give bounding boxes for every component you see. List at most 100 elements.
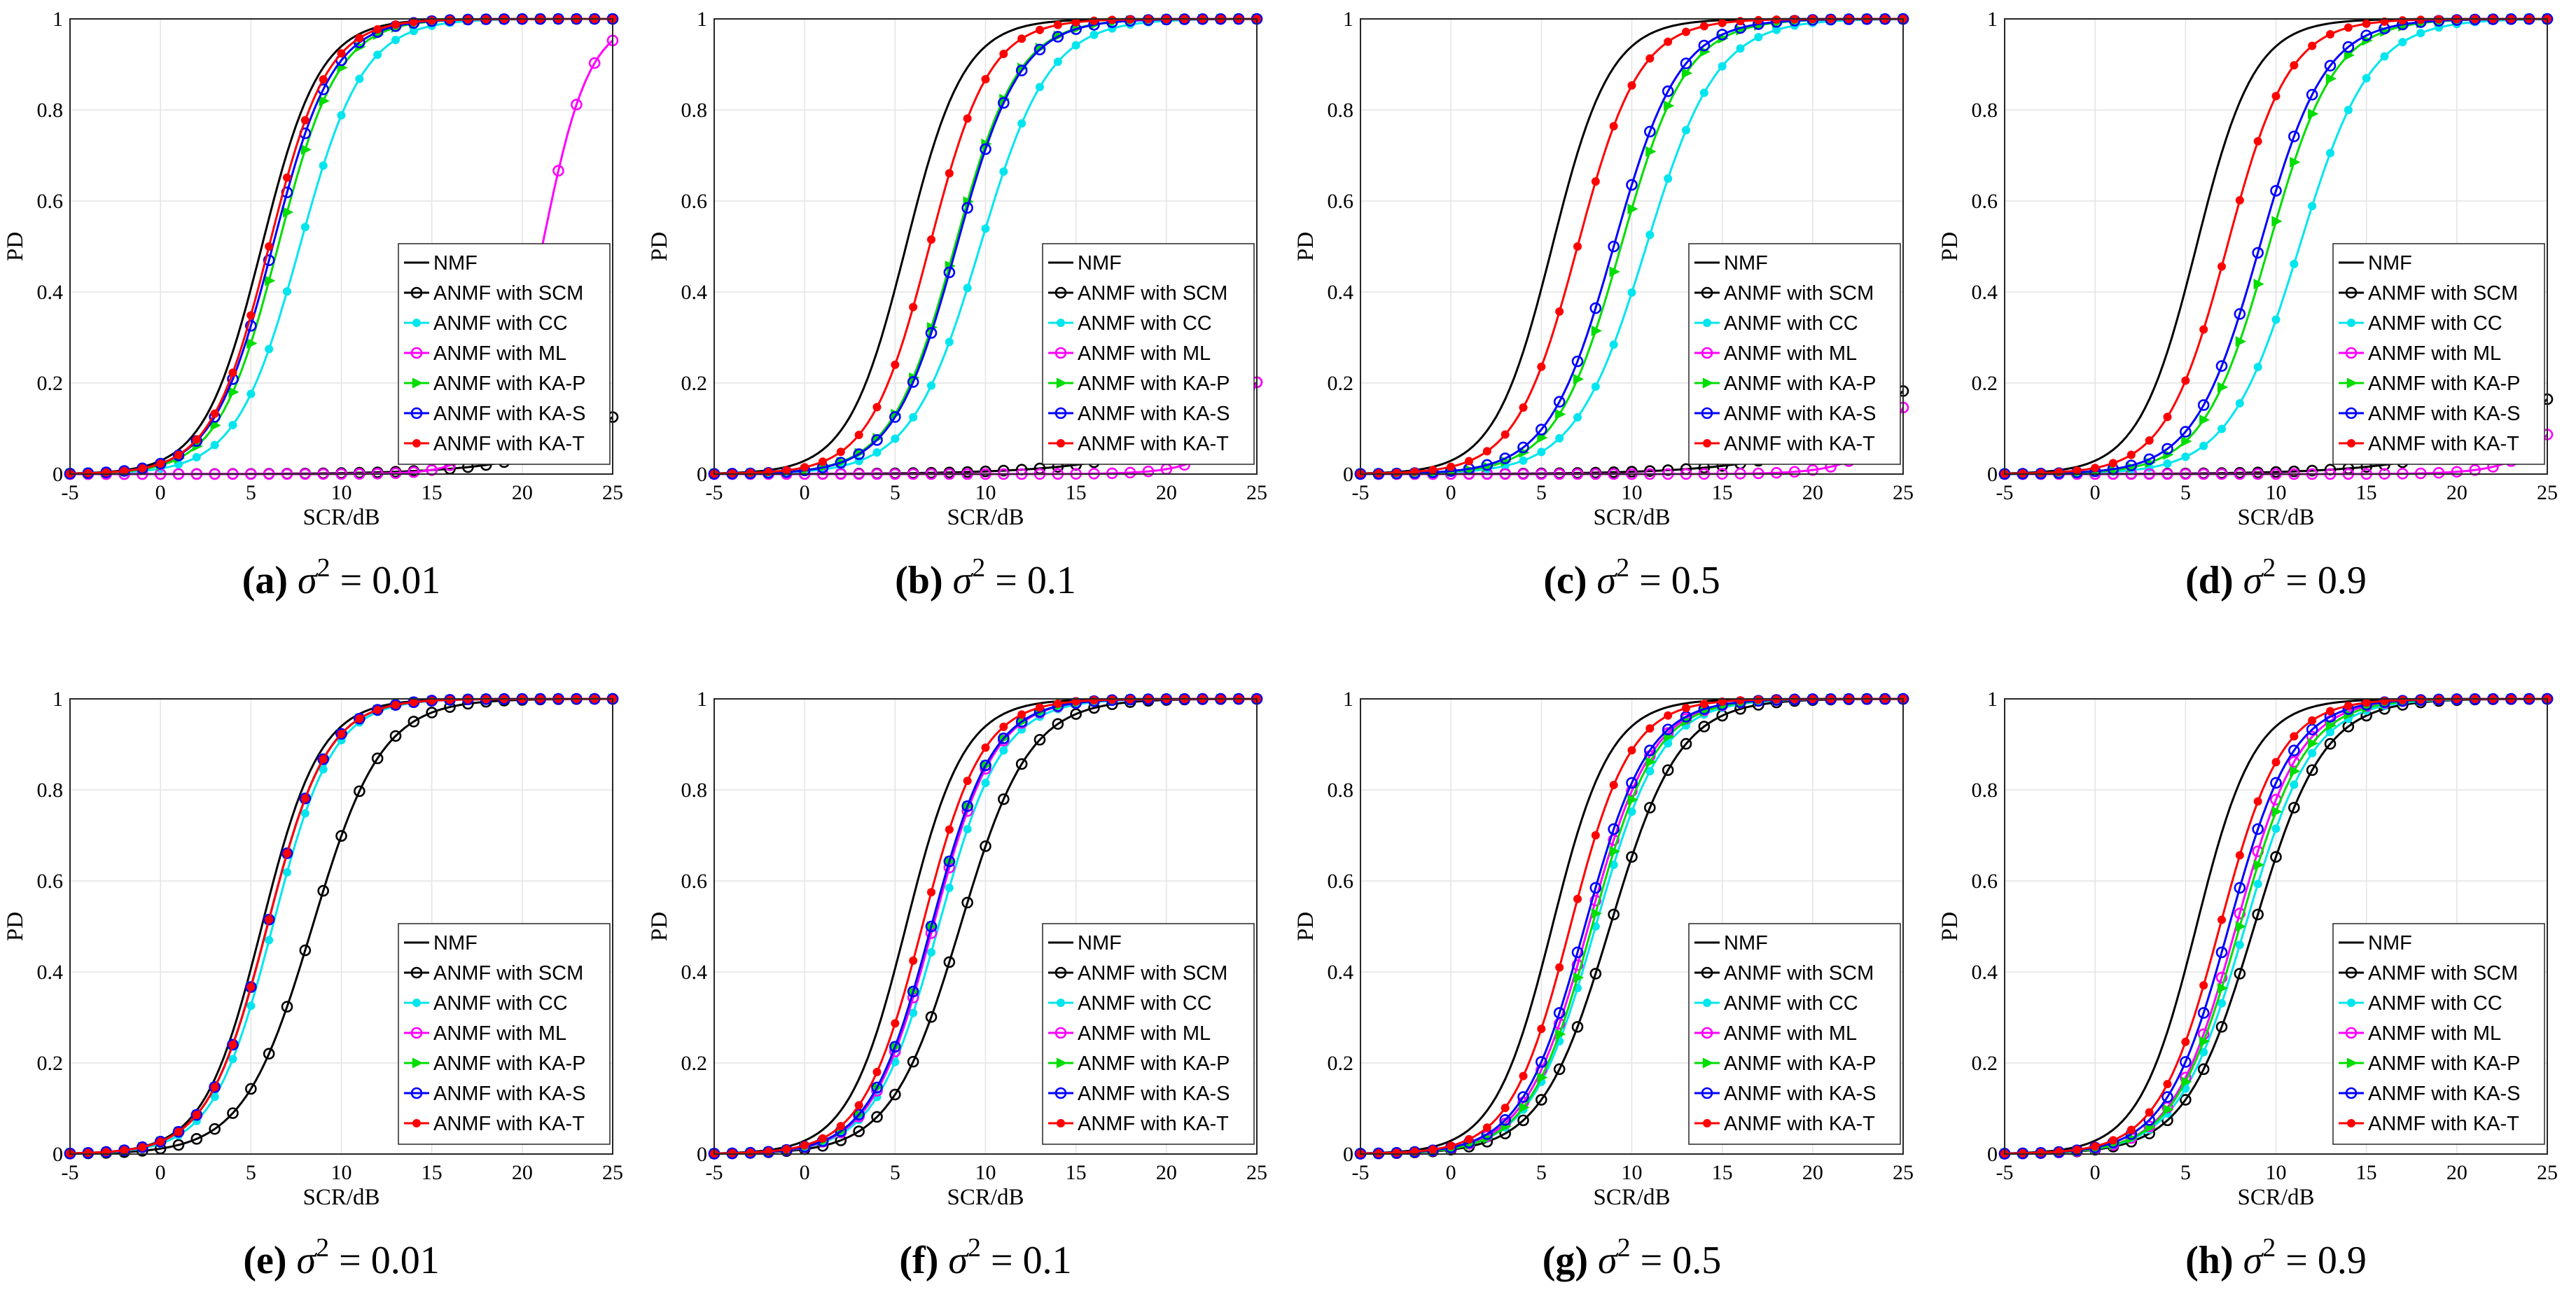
data-point (2416, 15, 2425, 25)
axes-box (1360, 698, 1904, 1155)
data-point (2235, 921, 2246, 932)
data-point (1519, 1102, 1530, 1113)
data-point (871, 434, 883, 446)
legend-box (1042, 243, 1255, 465)
chart-panel-e: -5 0 5 10 15 20 2500.20.40.60.81SCR/dBPDNMFANM… (3, 688, 623, 1282)
legend-label: ANMF with CC (2368, 312, 2502, 335)
data-point (1609, 266, 1620, 277)
x-tick-label: 10 (2266, 1161, 2287, 1184)
data-point (2161, 1091, 2173, 1103)
legend-label: ANMF with ML (2368, 342, 2501, 365)
x-tick-label: -5 (62, 481, 79, 504)
x-tick-label: 5 (890, 1161, 900, 1184)
data-point (2306, 88, 2318, 101)
legend-item: ANMF with ML (1048, 1022, 1211, 1045)
x-tick-label: -5 (62, 1161, 79, 1184)
data-point (800, 463, 809, 472)
data-point (337, 111, 346, 120)
data-point (209, 1081, 221, 1093)
y-tick-label: 0.8 (681, 99, 708, 122)
legend-box (2332, 243, 2545, 465)
data-point (427, 16, 436, 25)
data-point (2380, 52, 2389, 61)
data-point (1555, 433, 1564, 443)
data-point (1589, 302, 1602, 314)
caption-variable: σ (2243, 1239, 2264, 1282)
legend-label: ANMF with KA-T (433, 433, 585, 455)
x-tick-label: 10 (1622, 1161, 1643, 1184)
data-point (943, 266, 956, 279)
y-tick-label: 0.4 (37, 281, 64, 304)
legend-marker (1054, 1087, 1067, 1099)
data-point (1699, 700, 1708, 709)
legend-marker (1057, 439, 1065, 447)
data-point (1108, 695, 1117, 704)
data-point (2270, 851, 2282, 863)
legend-marker (1702, 377, 1714, 389)
y-tick-label: 0 (53, 463, 63, 486)
data-point (83, 468, 92, 478)
data-point (1015, 64, 1028, 76)
legend-label: ANMF with ML (1724, 342, 1857, 365)
x-tick-label: 20 (512, 481, 533, 504)
caption-equals: = (985, 559, 1027, 602)
legend: NMF ANMF with SCM ANMF with CC ANMF with ML… (1042, 243, 1255, 465)
legend-label: ANMF with SCM (2368, 282, 2518, 305)
data-point (2271, 92, 2281, 101)
legend-item: ANMF with SCM (2339, 282, 2518, 305)
data-point (1718, 62, 1727, 71)
x-tick-label: -5 (706, 1161, 723, 1184)
data-point (2362, 74, 2371, 83)
data-point (889, 1041, 901, 1053)
data-point (172, 1139, 185, 1151)
data-point (2073, 466, 2082, 475)
data-point (1608, 823, 1620, 835)
caption-exponent: 2 (972, 553, 985, 583)
data-point (2163, 412, 2172, 422)
data-point (854, 1101, 863, 1110)
data-point (283, 287, 291, 296)
y-tick-label: 0.8 (1972, 779, 1998, 802)
data-point (174, 450, 183, 459)
data-point (1071, 41, 1080, 50)
data-point (1608, 908, 1620, 921)
data-point (1806, 464, 1819, 476)
data-point (2271, 824, 2281, 833)
data-point (373, 25, 382, 34)
data-point (1517, 1091, 1529, 1103)
data-point (1591, 831, 1600, 840)
data-point (2163, 449, 2174, 460)
data-point (1645, 146, 1657, 157)
legend: NMF ANMF with SCM ANMF with CC ANMF with ML… (2332, 243, 2545, 465)
data-point (963, 777, 972, 786)
legend-label: NMF (433, 252, 478, 275)
data-point (263, 1048, 275, 1060)
x-axis-label: SCR/dB (1593, 505, 1670, 530)
x-axis-label: SCR/dB (302, 1185, 380, 1210)
data-point (1589, 968, 1602, 980)
legend-item: ANMF with KA-T (1048, 1113, 1229, 1135)
legend-item: ANMF with KA-S (404, 403, 586, 425)
data-point (998, 97, 1010, 109)
data-point (192, 435, 201, 444)
data-point (746, 468, 755, 478)
x-tick-label: 20 (512, 1161, 533, 1184)
data-point (1571, 946, 1584, 959)
data-point (2145, 1108, 2154, 1117)
data-point (2325, 720, 2337, 731)
data-point (1573, 972, 1585, 983)
x-tick-label: 10 (975, 481, 996, 504)
data-point (872, 1067, 882, 1076)
data-point (1662, 764, 1674, 777)
x-tick-label: 20 (1802, 1161, 1823, 1184)
data-point (300, 809, 309, 818)
data-point (1682, 125, 1690, 134)
data-point (102, 468, 111, 477)
data-point (999, 746, 1008, 755)
data-point (981, 224, 990, 233)
data-point (945, 169, 954, 178)
data-point (2235, 196, 2244, 205)
data-point (2036, 468, 2045, 478)
y-tick-label: 0 (1343, 1143, 1353, 1166)
data-point (1374, 468, 1383, 478)
